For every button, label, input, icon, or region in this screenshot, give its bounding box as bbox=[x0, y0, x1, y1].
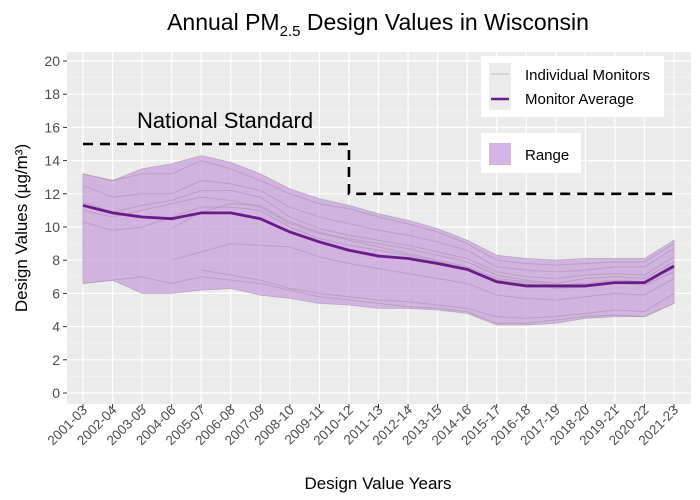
y-tick-label: 4 bbox=[52, 319, 60, 335]
legend-individual-label: Individual Monitors bbox=[525, 67, 650, 84]
individual-monitor-line bbox=[201, 269, 675, 319]
legend-range-swatch bbox=[489, 143, 511, 165]
y-tick-label: 16 bbox=[44, 119, 60, 135]
x-axis-label: Design Value Years bbox=[304, 474, 451, 493]
y-tick-label: 20 bbox=[44, 53, 60, 69]
individual-monitor-line bbox=[82, 196, 675, 284]
chart-title: Annual PM2.5 Design Values in Wisconsin bbox=[167, 9, 589, 40]
individual-monitor-line bbox=[82, 276, 675, 324]
individual-monitor-line bbox=[82, 180, 675, 273]
legend-range: Range bbox=[481, 133, 581, 173]
standard-dashed-line bbox=[83, 142, 674, 196]
y-tick-label: 14 bbox=[44, 153, 60, 169]
individual-monitor-line bbox=[82, 189, 675, 279]
legend-average-label: Monitor Average bbox=[525, 91, 634, 108]
y-tick-label: 0 bbox=[52, 385, 60, 401]
y-tick-label: 6 bbox=[52, 285, 60, 301]
individual-monitor-line bbox=[82, 160, 675, 266]
monitor-average-line bbox=[82, 204, 675, 288]
y-tick-label: 10 bbox=[44, 219, 60, 235]
individual-monitor-lines bbox=[82, 160, 675, 324]
y-axis-label: Design Values (µg/m³) bbox=[12, 144, 31, 312]
individual-monitor-line bbox=[171, 243, 675, 301]
y-tick-label: 8 bbox=[52, 252, 60, 268]
x-axis: 2001-032002-042003-052004-062005-072006-… bbox=[44, 402, 681, 448]
y-tick-label: 18 bbox=[44, 86, 60, 102]
national-standard-label: National Standard bbox=[137, 108, 313, 133]
individual-monitor-line bbox=[171, 203, 675, 286]
y-tick-label: 12 bbox=[44, 186, 60, 202]
national-standard-line bbox=[83, 142, 674, 196]
y-axis: 0 2 4 6 8 10 12 14 16 18 20 bbox=[44, 53, 67, 401]
y-tick-label: 2 bbox=[52, 352, 60, 368]
legend-range-label: Range bbox=[525, 147, 569, 164]
legend-lines: Individual Monitors Monitor Average bbox=[481, 56, 664, 117]
average-line bbox=[82, 204, 675, 288]
